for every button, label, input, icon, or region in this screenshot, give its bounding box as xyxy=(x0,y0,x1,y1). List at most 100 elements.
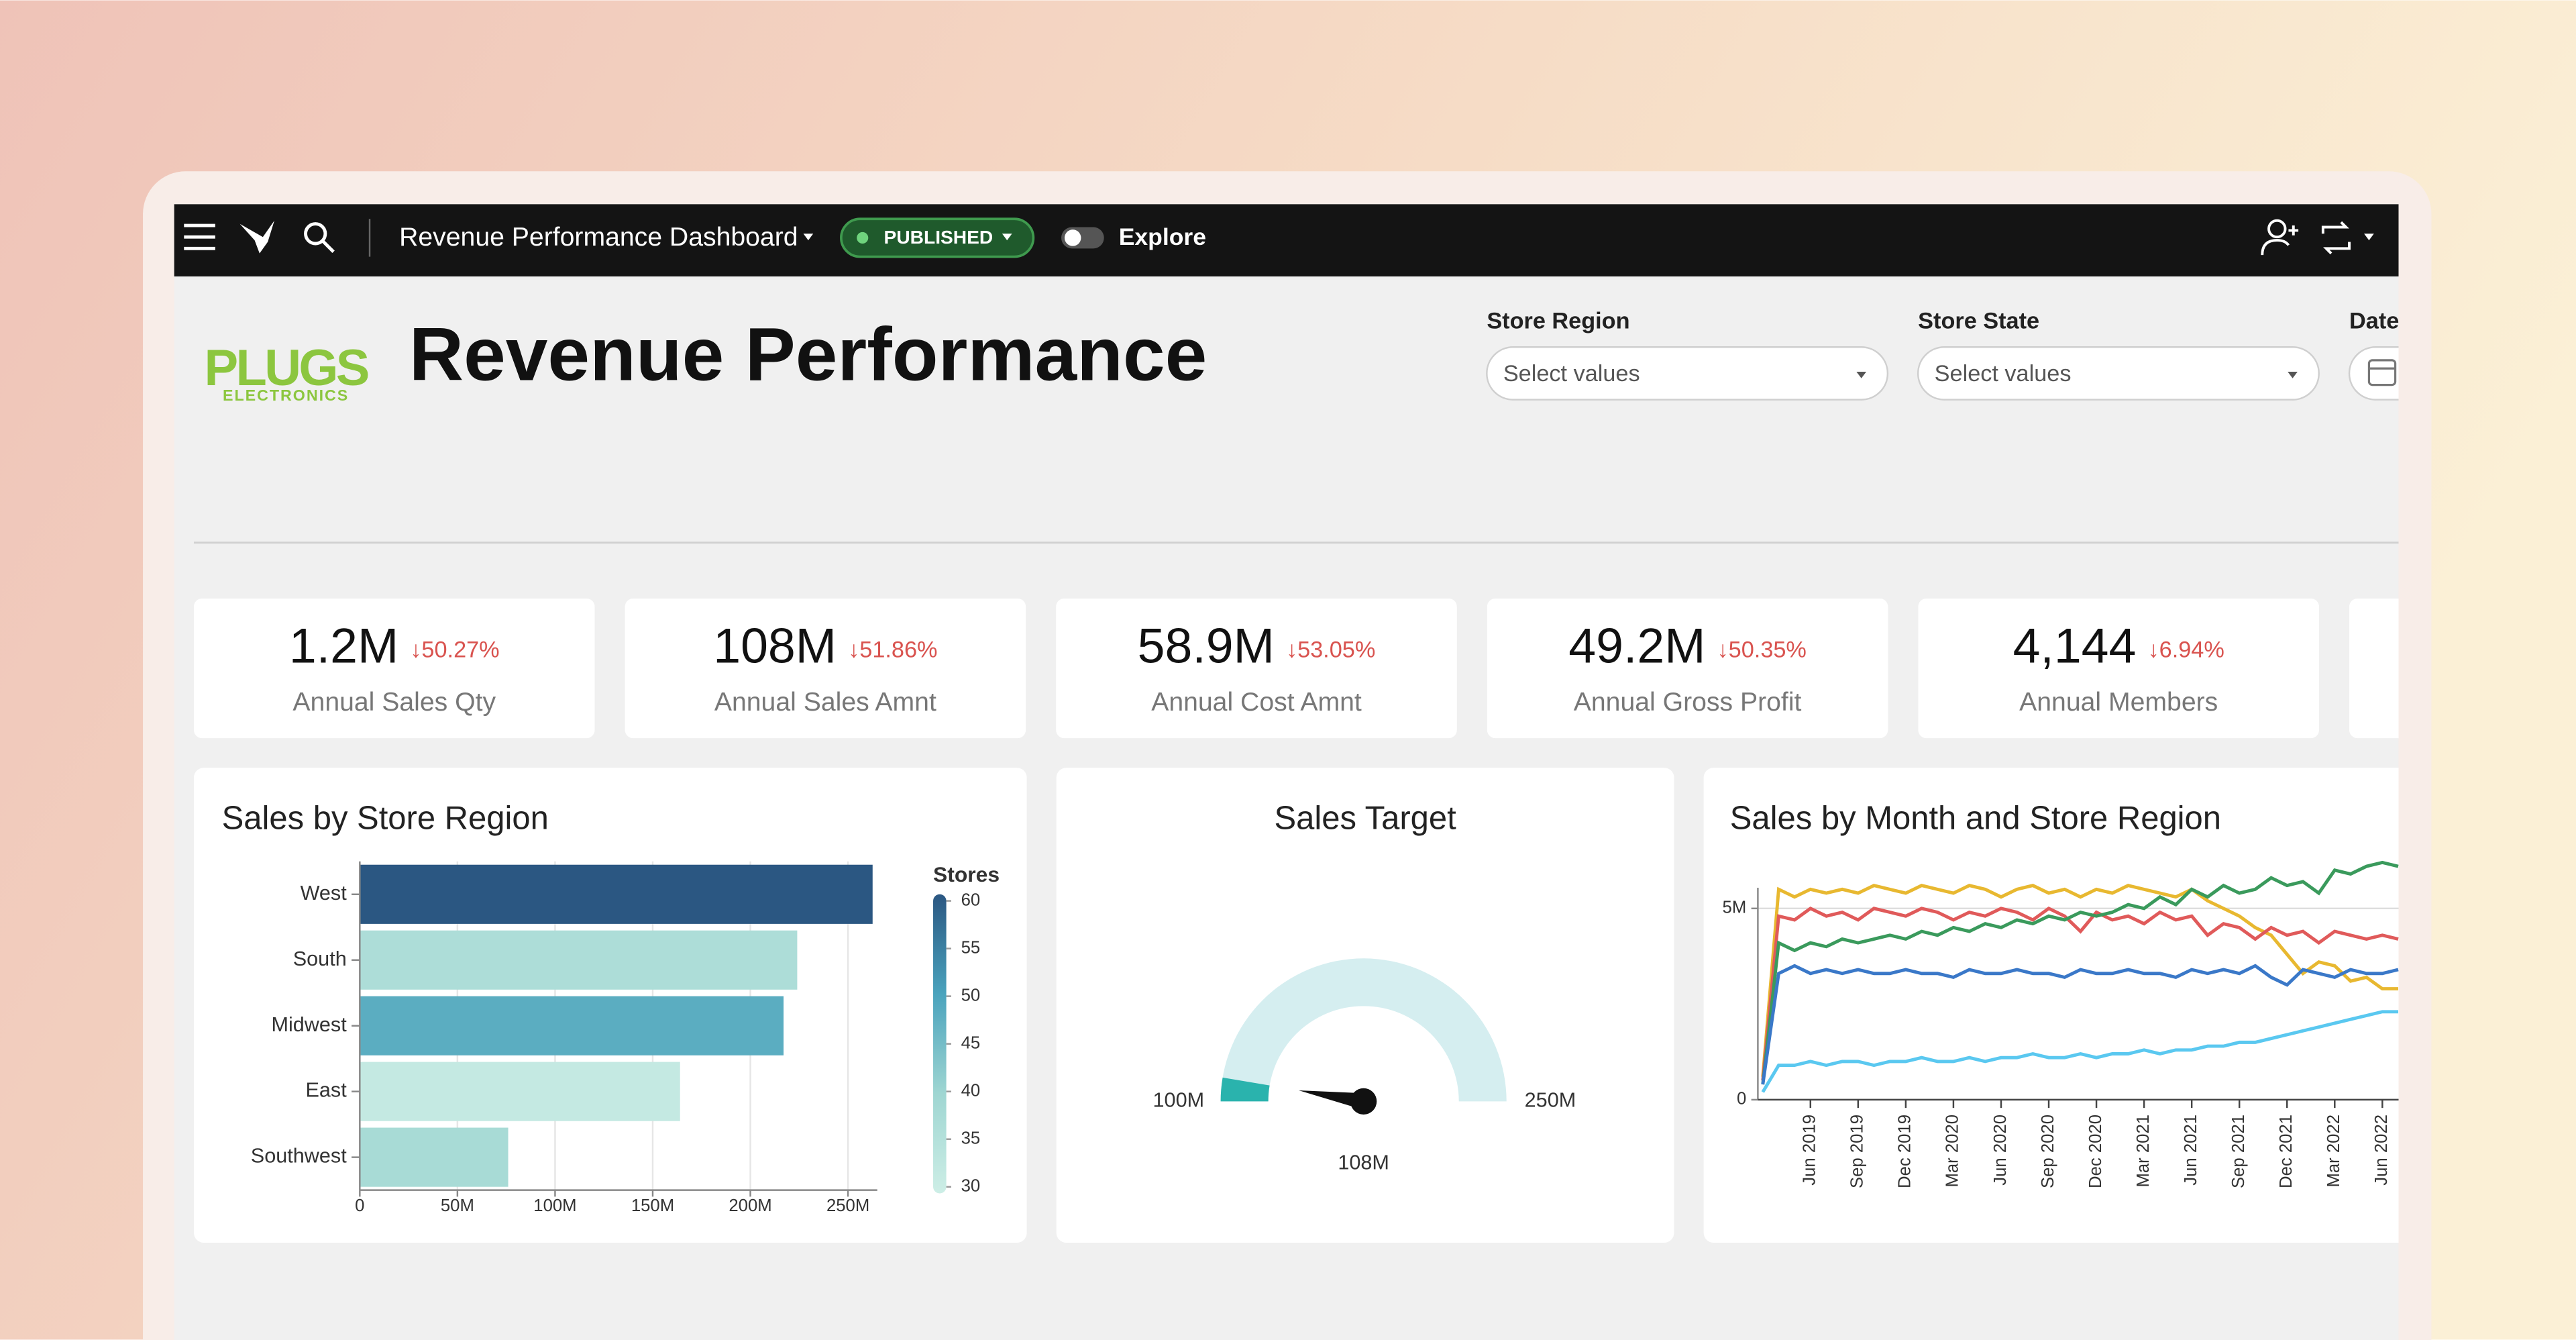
colorbar-label: 40 xyxy=(961,1081,981,1100)
caret[interactable] xyxy=(803,234,814,241)
gauge-needle xyxy=(1299,1090,1365,1110)
filter-label: Store Region xyxy=(1487,309,1629,334)
gauge-max: 250M xyxy=(1525,1088,1576,1111)
kpi-value: 1.2M xyxy=(289,617,398,673)
kpi-card xyxy=(1056,598,1457,739)
kpi-card xyxy=(1487,598,1888,739)
explore-label[interactable]: Explore xyxy=(1119,223,1206,250)
x-tick-label: Jun 2021 xyxy=(2182,1115,2200,1186)
x-tick-label: Dec 2020 xyxy=(2086,1115,2105,1188)
filter-placeholder[interactable]: Select values xyxy=(1503,361,1640,386)
line-series[interactable] xyxy=(1761,884,2399,1077)
colorbar xyxy=(933,894,947,1194)
kpi-value: 4,144 xyxy=(2013,617,2137,673)
bar[interactable] xyxy=(360,1127,508,1187)
dashboard-title: Revenue Performance xyxy=(409,312,1207,397)
kpi-change: ↓6.94% xyxy=(2148,637,2224,662)
kpi-card xyxy=(193,598,595,739)
caret[interactable] xyxy=(2288,372,2298,378)
filters: Store Region Select values Store State Sele… xyxy=(1486,309,2399,401)
x-tick-label: Mar 2021 xyxy=(2134,1115,2153,1188)
x-tick-label: 150M xyxy=(631,1196,674,1215)
line-series[interactable] xyxy=(1761,964,2399,1085)
x-tick-label: Dec 2021 xyxy=(2277,1115,2296,1188)
caret[interactable] xyxy=(1002,234,1012,241)
colorbar-label: 30 xyxy=(961,1177,981,1196)
caret[interactable] xyxy=(2364,234,2374,241)
kpi-value: 49.2M xyxy=(1568,617,1705,673)
y-tick-label: 5M xyxy=(1723,898,1747,917)
colorbar-label: 35 xyxy=(961,1129,981,1147)
kpi-label: Annual Cost Amnt xyxy=(1151,688,1362,717)
bar[interactable] xyxy=(360,996,784,1055)
kpi-change: ↓51.86% xyxy=(848,637,937,662)
line-series[interactable] xyxy=(1761,860,2399,1085)
kpi-card xyxy=(1918,598,2319,739)
calendar-icon xyxy=(2367,359,2397,386)
x-tick-label: 50M xyxy=(441,1196,474,1215)
x-tick-label: 100M xyxy=(533,1196,576,1215)
x-tick-label: Sep 2020 xyxy=(2039,1115,2057,1188)
gauge-fill xyxy=(1220,1077,1270,1102)
toggle-knob xyxy=(1064,229,1081,246)
filter-label: Store State xyxy=(1918,309,2039,334)
x-tick-label: 0 xyxy=(355,1196,364,1215)
y-tick-label: East xyxy=(305,1079,347,1102)
logo-text: PLUGS xyxy=(205,340,368,397)
colorbar-label: 55 xyxy=(961,938,981,957)
bar[interactable] xyxy=(360,864,873,924)
line-series[interactable] xyxy=(1761,906,2399,1081)
kpi-row: 1.2M ↓50.27% Annual Sales Qty 108M ↓51.86% An… xyxy=(193,598,2319,739)
chart-title: Sales by Store Region xyxy=(222,801,549,837)
bar[interactable] xyxy=(360,1062,680,1121)
filter-label: Date xyxy=(2349,309,2399,334)
status-pill[interactable] xyxy=(840,217,1035,258)
kpi-label: Annual Sales Qty xyxy=(292,688,496,717)
colorbar-label: 60 xyxy=(961,890,981,909)
kpi-card xyxy=(2349,598,2399,739)
x-tick-label: Sep 2019 xyxy=(1848,1115,1867,1188)
gauge-value: 108M xyxy=(1338,1151,1389,1174)
dashboard: Revenue Performance Dashboard PUBLISHED … xyxy=(174,204,2399,1340)
chart-title: Sales by Month and Store Region xyxy=(1730,801,2221,837)
kpi-value: 58.9M xyxy=(1138,617,1275,673)
x-tick-label: 250M xyxy=(826,1196,869,1215)
kpi-change: ↓50.35% xyxy=(1717,637,1807,662)
kpi-change: ↓50.27% xyxy=(410,637,499,662)
y-tick-label: Southwest xyxy=(251,1145,347,1168)
search-button[interactable] xyxy=(304,222,335,253)
filter-dropdown[interactable] xyxy=(1917,346,2320,401)
filter-placeholder[interactable]: Select values xyxy=(1935,361,2072,386)
y-tick-label: West xyxy=(301,882,347,905)
status-label[interactable]: PUBLISHED xyxy=(884,227,994,248)
kpi-card xyxy=(625,598,1026,739)
caret[interactable] xyxy=(1856,372,1867,378)
gauge-min: 100M xyxy=(1153,1088,1205,1111)
menu-button[interactable] xyxy=(184,223,215,250)
kpi-label: Annual Gross Profit xyxy=(1574,688,1802,717)
filter-dropdown[interactable] xyxy=(1486,346,1889,401)
share-button[interactable] xyxy=(2261,219,2299,256)
kpi-label: Annual Members xyxy=(2019,688,2218,717)
line-series[interactable] xyxy=(1761,1010,2399,1093)
toolbar-bg xyxy=(174,204,2399,276)
home-logo[interactable] xyxy=(239,220,274,254)
kpi-change: ↓53.05% xyxy=(1286,637,1375,662)
dashboard-name[interactable]: Revenue Performance Dashboard xyxy=(399,223,798,252)
chart-title: Sales Target xyxy=(1274,801,1456,837)
logo-subtext: ELECTRONICS xyxy=(223,386,349,404)
gauge-hub xyxy=(1350,1088,1377,1115)
x-tick-label: Mar 2020 xyxy=(1943,1115,1962,1188)
bar[interactable] xyxy=(360,930,798,990)
charts: Sales by Store Region 0 50M 100M 150M 200M 250… xyxy=(222,801,2399,1215)
kpi-label: Annual Sales Amnt xyxy=(714,688,936,717)
colorbar-label: 45 xyxy=(961,1033,981,1052)
y-tick-label: Midwest xyxy=(271,1013,347,1036)
x-tick-label: Jun 2022 xyxy=(2372,1115,2391,1186)
kpi-value: 108M xyxy=(713,617,837,673)
sync-button[interactable] xyxy=(2321,221,2351,255)
colorbar-label: 50 xyxy=(961,986,981,1004)
gauge-track xyxy=(1220,958,1507,1102)
